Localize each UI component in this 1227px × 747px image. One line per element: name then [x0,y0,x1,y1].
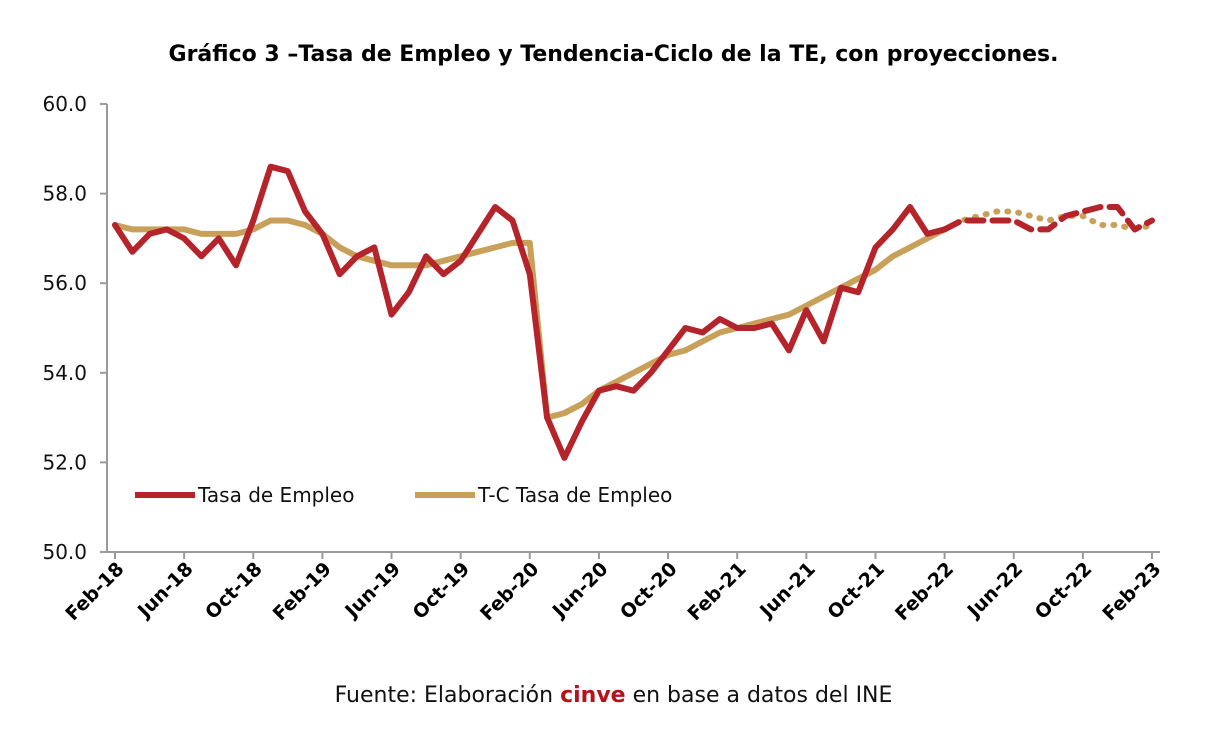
x-tick-label: Jun-19 [340,558,405,623]
series-line-tc-tasa-empleo [112,217,948,421]
source-suffix: en base a datos del INE [625,683,893,708]
legend-label-tc-tasa-empleo: T-C Tasa de Empleo [477,483,672,507]
line-chart: 60.058.056.054.052.050.0 Feb-18 Jun-18 Oct… [42,92,1166,625]
y-tick-label: 50.0 [42,540,87,564]
y-tick-label: 52.0 [42,450,87,474]
source-note: Fuente: Elaboración cinve en base a dato… [0,683,1227,708]
chart-series [112,163,1155,461]
chart-title: Gráfico 3 –Tasa de Empleo y Tendencia-Ci… [168,42,1059,67]
x-tick-label: Oct-18 [201,558,267,624]
y-axis-ticks: 60.0 58.0 56.0 54.0 52.0 50.0 [42,92,107,564]
y-tick-label: 56.0 [42,271,87,295]
x-tick-label: Oct-21 [823,558,889,624]
projection-line-tc-tasa-empleo [941,208,1155,233]
x-tick-label: Oct-20 [616,558,682,624]
source-brand: cinve [560,683,626,708]
y-tick-label: 58.0 [42,182,87,206]
x-tick-label: Feb-19 [269,558,336,625]
x-tick-label: Jun-22 [962,558,1027,623]
source-prefix: Fuente: Elaboración [334,683,561,708]
x-tick-label: Feb-18 [61,558,128,625]
x-axis-ticks: Feb-18 Jun-18 Oct-18 Feb-19 Jun-19 Oct-19 Feb-… [61,552,1166,625]
legend-label-tasa-empleo: Tasa de Empleo [197,483,354,507]
y-tick-label: 60.0 [42,92,87,116]
x-tick-label: Jun-20 [547,558,612,623]
y-tick-label: 54.0 [42,361,87,385]
x-tick-label: Oct-22 [1031,558,1097,624]
chart-axes [106,104,1160,553]
series-line-tasa-empleo [112,163,948,461]
x-tick-label: Oct-19 [409,558,475,624]
x-tick-label: Jun-21 [754,558,819,623]
x-tick-label: Jun-18 [132,558,197,623]
x-tick-label: Feb-23 [1098,558,1165,625]
chart-legend: Tasa de Empleo T-C Tasa de Empleo [135,483,672,507]
projection-line-tasa-empleo [941,204,1155,233]
x-tick-label: Feb-21 [684,558,751,625]
x-tick-label: Feb-20 [476,558,543,625]
x-tick-label: Feb-22 [891,558,958,625]
